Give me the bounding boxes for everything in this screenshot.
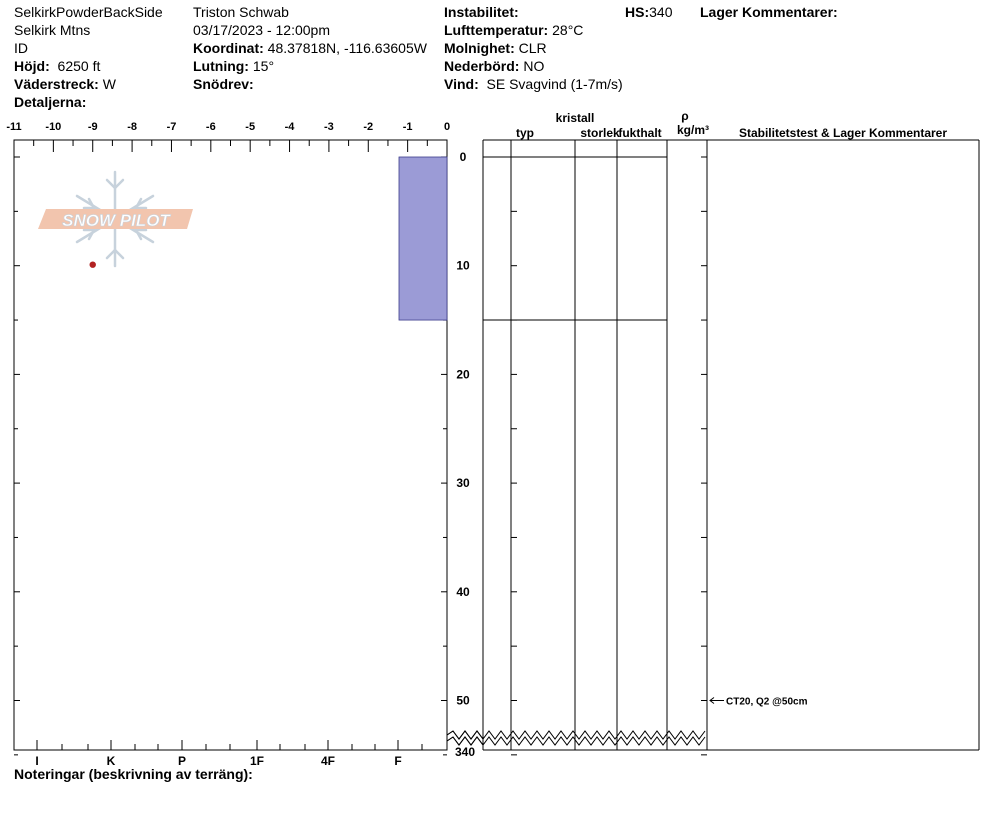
notes-label: Noteringar (beskrivning av terräng): xyxy=(14,766,253,782)
hardness-tick-label: K xyxy=(107,754,116,768)
aspect-label: Väderstreck: xyxy=(14,76,99,92)
hardness-tick-label: F xyxy=(394,754,401,768)
stability-tests: CT20, Q2 @50cm xyxy=(709,697,808,708)
temp-tick-label: -1 xyxy=(403,121,413,133)
observer-name: Triston Schwab xyxy=(193,4,289,20)
sky-row: Molnighet: CLR xyxy=(444,39,547,57)
temp-tick-label: 0 xyxy=(444,121,450,133)
site-range: Selkirk Mtns xyxy=(14,22,91,38)
stability-arrow-head xyxy=(709,697,715,704)
col-header-stability: Stabilitetstest & Lager Kommentarer xyxy=(739,126,947,140)
hardness-axis: I K P 1F 4F F xyxy=(35,740,423,768)
slope-value: 15° xyxy=(252,58,275,74)
precip-label: Nederbörd: xyxy=(444,58,520,74)
table-depth-ticks xyxy=(511,156,707,756)
logo-text: SNOW PILOT xyxy=(62,211,171,230)
sky-label: Molnighet: xyxy=(444,40,515,56)
hardness-tick-label: I xyxy=(35,754,38,768)
hardness-layer-bar xyxy=(398,156,448,321)
temp-tick-label: -3 xyxy=(324,121,334,133)
temp-tick-label: -4 xyxy=(285,121,296,133)
temp-tick-label: -6 xyxy=(206,121,216,133)
col-header-rho: ρ xyxy=(681,109,688,123)
stability-test-label: CT20, Q2 @50cm xyxy=(726,697,808,708)
sky-value: CLR xyxy=(518,40,547,56)
coordinates-row: Koordinat: 48.37818N, -116.63605W xyxy=(193,39,427,57)
temp-tick-label: -5 xyxy=(245,121,255,133)
column-headers: typ kristall storlek fukthalt ρ kg/m³ St… xyxy=(516,109,947,140)
depth-tick-label: 40 xyxy=(456,585,470,599)
temp-tick-label: -2 xyxy=(363,121,373,133)
layer-table: typ kristall storlek fukthalt ρ kg/m³ St… xyxy=(482,109,980,756)
slope-row: Lutning: 15° xyxy=(193,57,274,75)
coordinates-label: Koordinat: xyxy=(193,40,264,56)
col-header-moisture: fukthalt xyxy=(618,126,661,140)
hardness-layers xyxy=(398,156,448,321)
precip-row: Nederbörd: NO xyxy=(444,57,544,75)
layer-comments-label: Lager Kommentarer: xyxy=(700,4,838,20)
depth-axis: 0 10 20 30 40 50 340 xyxy=(14,150,475,759)
hs-label: HS: xyxy=(625,4,650,20)
axis-break xyxy=(446,730,706,746)
wind-value: SE Svagvind (1-7m/s) xyxy=(486,76,623,92)
temp-tick-label: -11 xyxy=(6,121,21,133)
depth-bottom-label: 340 xyxy=(455,745,475,759)
drift-label: Snödrev: xyxy=(193,76,254,92)
temp-tick-label: -8 xyxy=(127,121,137,133)
temperature-point xyxy=(89,261,96,268)
snowpilot-logo: SNOW PILOT xyxy=(38,170,193,268)
details-label: Detaljerna: xyxy=(14,94,87,110)
depth-tick-label: 20 xyxy=(456,367,470,381)
hardness-tick-label: 1F xyxy=(250,754,264,768)
logo-banner xyxy=(38,209,193,229)
temp-tick-label: -10 xyxy=(45,121,61,133)
depth-tick-label: 30 xyxy=(456,476,470,490)
depth-tick-label: 10 xyxy=(456,259,470,273)
temperature-axis: -11 -10 -9 -8 -7 -6 -5 -4 -3 -2 -1 0 xyxy=(6,121,450,152)
hs-row: HS:340 xyxy=(625,3,672,21)
hs-value: 340 xyxy=(649,4,673,20)
col-header-density-unit: kg/m³ xyxy=(677,123,709,137)
temp-tick-label: -9 xyxy=(88,121,98,133)
col-header-type: typ xyxy=(516,126,534,140)
instability-label: Instabilitet: xyxy=(444,4,519,20)
hardness-tick-label: P xyxy=(178,754,186,768)
aspect-row: Väderstreck: W xyxy=(14,75,116,93)
air-temp-row: Lufttemperatur: 28°C xyxy=(444,21,583,39)
temp-tick-label: -7 xyxy=(167,121,177,133)
elevation-value: 6250 ft xyxy=(57,58,101,74)
site-state: ID xyxy=(14,40,28,56)
site-name: SelkirkPowderBackSide xyxy=(14,4,163,20)
observation-datetime: 03/17/2023 - 12:00pm xyxy=(193,22,330,38)
aspect-value: W xyxy=(102,76,116,92)
air-temp-label: Lufttemperatur: xyxy=(444,22,549,38)
precip-value: NO xyxy=(523,58,545,74)
depth-tick-label: 50 xyxy=(456,694,470,708)
depth-tick-label: 0 xyxy=(460,150,467,164)
temperature-points xyxy=(89,261,96,268)
wind-row: Vind: SE Svagvind (1-7m/s) xyxy=(444,75,623,93)
col-header-size: storlek xyxy=(580,126,620,140)
hardness-tick-label: 4F xyxy=(321,754,335,768)
hardness-plot-frame xyxy=(13,139,448,751)
wind-label: Vind: xyxy=(444,76,479,92)
col-header-crystal: kristall xyxy=(556,111,595,125)
elevation-label: Höjd: xyxy=(14,58,50,74)
slope-label: Lutning: xyxy=(193,58,249,74)
coordinates-value: 48.37818N, -116.63605W xyxy=(267,40,427,56)
elevation-row: Höjd: 6250 ft xyxy=(14,57,100,75)
air-temp-value: 28°C xyxy=(552,22,584,38)
